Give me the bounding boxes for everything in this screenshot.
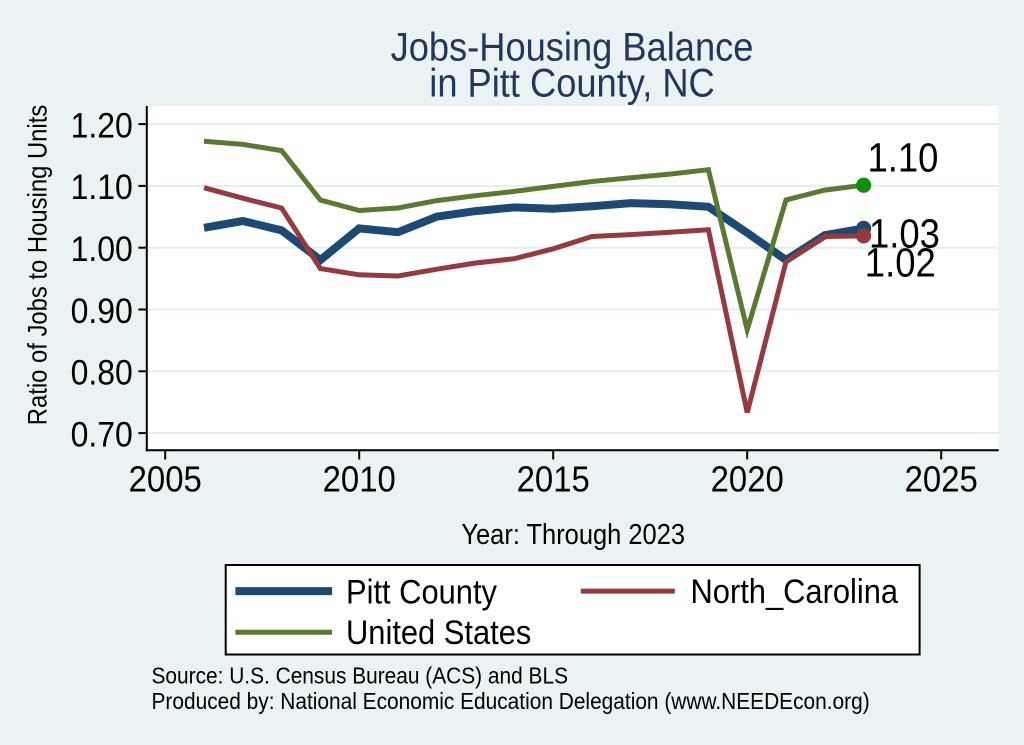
svg-text:1.10: 1.10 — [868, 136, 939, 181]
svg-text:1.00: 1.00 — [71, 229, 133, 269]
svg-text:North_Carolina: North_Carolina — [691, 571, 899, 610]
svg-text:2025: 2025 — [905, 460, 978, 500]
svg-text:Jobs-Housing Balance: Jobs-Housing Balance — [391, 25, 754, 70]
svg-text:United States: United States — [346, 613, 531, 652]
svg-text:Source: U.S. Census Bureau (AC: Source: U.S. Census Bureau (ACS) and BLS — [152, 662, 569, 688]
svg-text:2010: 2010 — [323, 460, 396, 500]
svg-text:1.10: 1.10 — [71, 168, 133, 208]
svg-text:0.80: 0.80 — [71, 353, 133, 393]
svg-text:Ratio of Jobs to Housing Units: Ratio of Jobs to Housing Units — [23, 105, 52, 426]
svg-text:0.70: 0.70 — [71, 415, 133, 455]
svg-text:2020: 2020 — [711, 460, 784, 500]
svg-text:Pitt County: Pitt County — [346, 572, 498, 611]
svg-text:Produced by: National Economic: Produced by: National Economic Education… — [152, 688, 870, 714]
svg-text:2005: 2005 — [129, 460, 202, 500]
svg-text:1.03: 1.03 — [869, 212, 940, 257]
svg-text:Year: Through 2023: Year: Through 2023 — [461, 519, 685, 551]
svg-text:2015: 2015 — [517, 460, 590, 500]
svg-text:0.90: 0.90 — [71, 291, 133, 331]
svg-text:1.02: 1.02 — [865, 241, 936, 286]
svg-text:1.20: 1.20 — [71, 106, 133, 146]
svg-text:in Pitt County, NC: in Pitt County, NC — [429, 61, 714, 106]
